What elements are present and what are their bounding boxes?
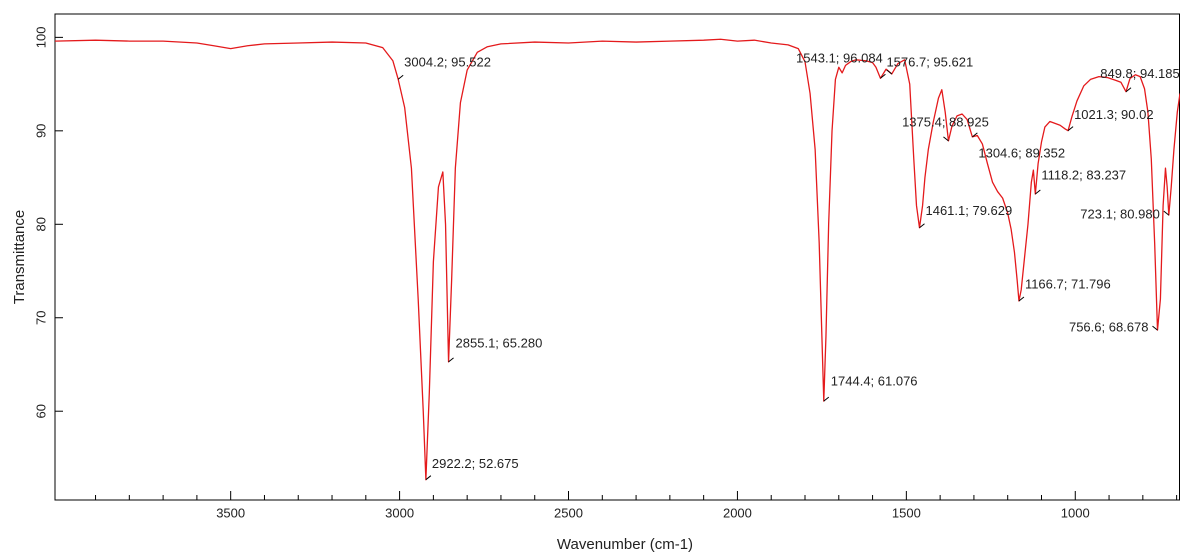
peak-label: 1304.6; 89.352 [978,145,1065,160]
x-tick-label: 2000 [723,505,752,520]
peak-marker [943,136,949,142]
peak-label: 849.8; 94.185 [1100,66,1180,81]
peak-label: 723.1; 80.980 [1080,207,1160,222]
peak-label: 1461.1; 79.629 [925,203,1012,218]
y-axis-title: Transmittance [11,210,28,304]
y-tick-label: 60 [33,404,48,418]
y-tick-label: 70 [33,311,48,325]
peak-marker [448,357,454,363]
x-tick-label: 1000 [1061,505,1090,520]
peak-label: 1375.4; 88.925 [902,114,989,129]
peak-label: 1543.1; 96.084 [796,50,883,65]
peak-marker [972,132,978,138]
peak-marker [886,69,893,75]
peak-marker [397,74,404,80]
peak-marker [1018,296,1025,302]
peak-marker [880,73,886,79]
peak-label: 1021.3; 90.02 [1074,107,1154,122]
peak-marker [1067,126,1074,132]
peak-marker [1163,210,1170,216]
peak-marker [823,396,830,402]
plot-frame [54,13,1180,501]
peak-marker [919,223,925,229]
peak-marker [425,475,432,481]
peak-label: 2922.2; 52.675 [432,456,519,471]
peak-label: 1166.7; 71.796 [1025,276,1111,291]
x-tick-label: 3000 [385,505,414,520]
x-tick-label: 3500 [216,505,245,520]
plot-area [55,38,1180,481]
peak-marker [1152,325,1158,331]
peak-label: 756.6; 68.678 [1069,320,1149,335]
peak-label: 3004.2; 95.522 [404,55,491,70]
x-tick-label: 1500 [892,505,921,520]
peak-marker [1125,87,1132,93]
x-axis-title: Wavenumber (cm-1) [557,536,693,553]
peak-marker [1035,189,1041,195]
peak-label: 2855.1; 65.280 [456,335,543,350]
y-tick-label: 90 [33,124,48,138]
x-tick-label: 2500 [554,505,583,520]
peak-label: 1118.2; 83.237 [1041,167,1126,182]
peak-label: 1576.7; 95.621 [886,55,973,70]
spectrum-line [55,38,1180,481]
peak-label: 1744.4; 61.076 [831,374,918,389]
y-tick-label: 80 [33,217,48,231]
y-tick-label: 100 [33,27,48,49]
